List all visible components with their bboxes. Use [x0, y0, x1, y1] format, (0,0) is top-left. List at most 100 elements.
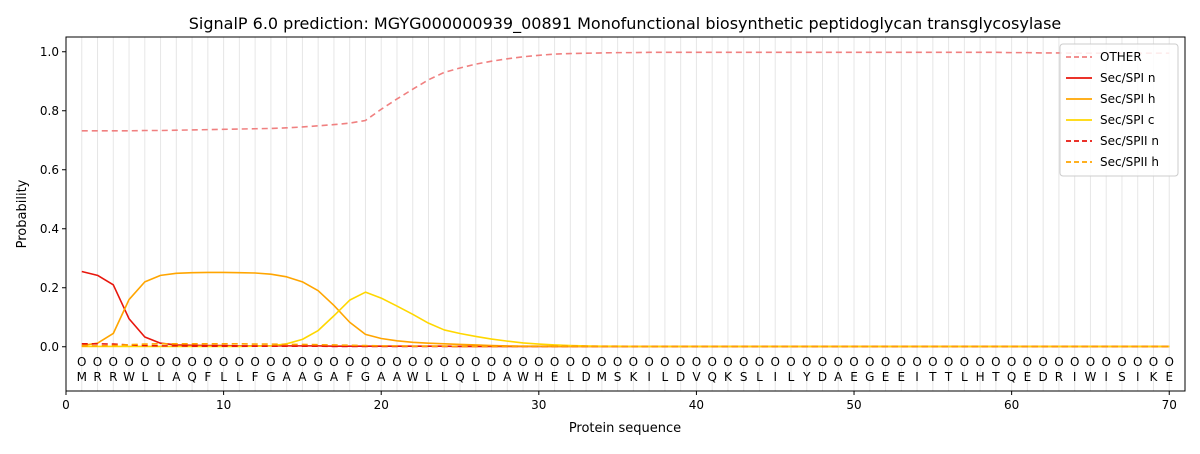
grid	[81, 37, 1170, 391]
residue-label: T	[944, 370, 953, 384]
region-marker: O	[550, 355, 559, 369]
region-marker: O	[960, 355, 969, 369]
series-lines	[81, 51, 1170, 348]
y-tick-label: 1.0	[40, 45, 59, 59]
residue-label: A	[330, 370, 339, 384]
sequence-residues: OMOROROWOLOLOAOQOFOLOLOFOGOAOAOGOAOFOGOA…	[77, 355, 1174, 384]
residue-label: A	[834, 370, 843, 384]
region-marker: O	[329, 355, 338, 369]
residue-label: L	[472, 370, 479, 384]
residue-label: E	[898, 370, 906, 384]
residue-label: I	[1104, 370, 1108, 384]
region-marker: O	[975, 355, 984, 369]
region-marker: O	[487, 355, 496, 369]
residue-label: E	[1024, 370, 1032, 384]
region-marker: O	[1101, 355, 1110, 369]
plot-frame	[65, 36, 1186, 392]
region-marker: O	[1054, 355, 1063, 369]
residue-label: F	[252, 370, 259, 384]
y-tick-label: 0.4	[40, 222, 59, 236]
residue-label: Q	[707, 370, 716, 384]
region-marker: O	[928, 355, 937, 369]
region-marker: O	[266, 355, 275, 369]
residue-label: A	[393, 370, 402, 384]
region-marker: O	[770, 355, 779, 369]
x-tick-label: 30	[531, 398, 546, 412]
residue-label: L	[425, 370, 432, 384]
residue-label: A	[283, 370, 292, 384]
residue-label: D	[818, 370, 827, 384]
residue-label: H	[534, 370, 543, 384]
y-tick-label: 0.0	[40, 340, 59, 354]
region-marker: O	[865, 355, 874, 369]
region-marker: O	[345, 355, 354, 369]
residue-label: G	[361, 370, 370, 384]
legend-box	[1059, 43, 1179, 177]
residue-label: D	[1039, 370, 1048, 384]
residue-label: K	[629, 370, 638, 384]
region-marker: O	[1133, 355, 1142, 369]
region-marker: O	[219, 355, 228, 369]
region-marker: O	[534, 355, 543, 369]
x-tick-label: 60	[1004, 398, 1019, 412]
region-marker: O	[235, 355, 244, 369]
residue-label: L	[141, 370, 148, 384]
residue-label: S	[1118, 370, 1126, 384]
residue-label: K	[724, 370, 733, 384]
region-marker: O	[818, 355, 827, 369]
residue-label: S	[614, 370, 622, 384]
region-marker: O	[203, 355, 212, 369]
region-marker: O	[1149, 355, 1158, 369]
region-marker: O	[613, 355, 622, 369]
legend: OTHER Sec/SPI n Sec/SPI h Sec/SPI c Sec/SPII…	[1059, 43, 1179, 177]
region-marker: O	[440, 355, 449, 369]
region-marker: O	[503, 355, 512, 369]
region-marker: O	[361, 355, 370, 369]
region-marker: O	[1165, 355, 1174, 369]
residue-label: R	[1055, 370, 1063, 384]
region-marker: O	[944, 355, 953, 369]
residue-label: L	[220, 370, 227, 384]
region-marker: O	[455, 355, 464, 369]
region-marker: O	[692, 355, 701, 369]
legend-label: Sec/SPI c	[1100, 113, 1154, 127]
residue-label: I	[773, 370, 777, 384]
region-marker: O	[1038, 355, 1047, 369]
x-tick-label: 0	[62, 398, 70, 412]
region-marker: O	[991, 355, 1000, 369]
region-marker: O	[897, 355, 906, 369]
region-marker: O	[298, 355, 307, 369]
residue-label: E	[551, 370, 559, 384]
region-marker: O	[408, 355, 417, 369]
residue-label: L	[567, 370, 574, 384]
residue-label: G	[865, 370, 874, 384]
region-marker: O	[140, 355, 149, 369]
residue-label: K	[1150, 370, 1159, 384]
residue-label: W	[1084, 370, 1096, 384]
region-marker: O	[849, 355, 858, 369]
residue-label: Q	[1007, 370, 1016, 384]
residue-label: Y	[802, 370, 811, 384]
region-marker: O	[723, 355, 732, 369]
legend-label: Sec/SPII n	[1100, 134, 1159, 148]
residue-label: W	[123, 370, 135, 384]
y-axis-label: Probability	[15, 179, 30, 248]
x-axis-label: Protein sequence	[569, 421, 681, 436]
legend-label: Sec/SPII h	[1100, 155, 1159, 169]
residue-label: Q	[187, 370, 196, 384]
residue-label: I	[1073, 370, 1077, 384]
residue-label: I	[647, 370, 651, 384]
y-tick-label: 0.8	[40, 104, 59, 118]
residue-label: Q	[455, 370, 464, 384]
residue-label: A	[172, 370, 181, 384]
residue-label: F	[204, 370, 211, 384]
legend-label: OTHER	[1100, 50, 1142, 64]
series-line-sec-spii-h	[81, 342, 1170, 348]
residue-label: L	[157, 370, 164, 384]
residue-label: L	[662, 370, 669, 384]
x-tick-label: 70	[1162, 398, 1177, 412]
residue-label: M	[77, 370, 87, 384]
chart-title: SignalP 6.0 prediction: MGYG000000939_00…	[189, 14, 1062, 34]
residue-label: I	[1136, 370, 1140, 384]
x-tick-label: 10	[216, 398, 231, 412]
